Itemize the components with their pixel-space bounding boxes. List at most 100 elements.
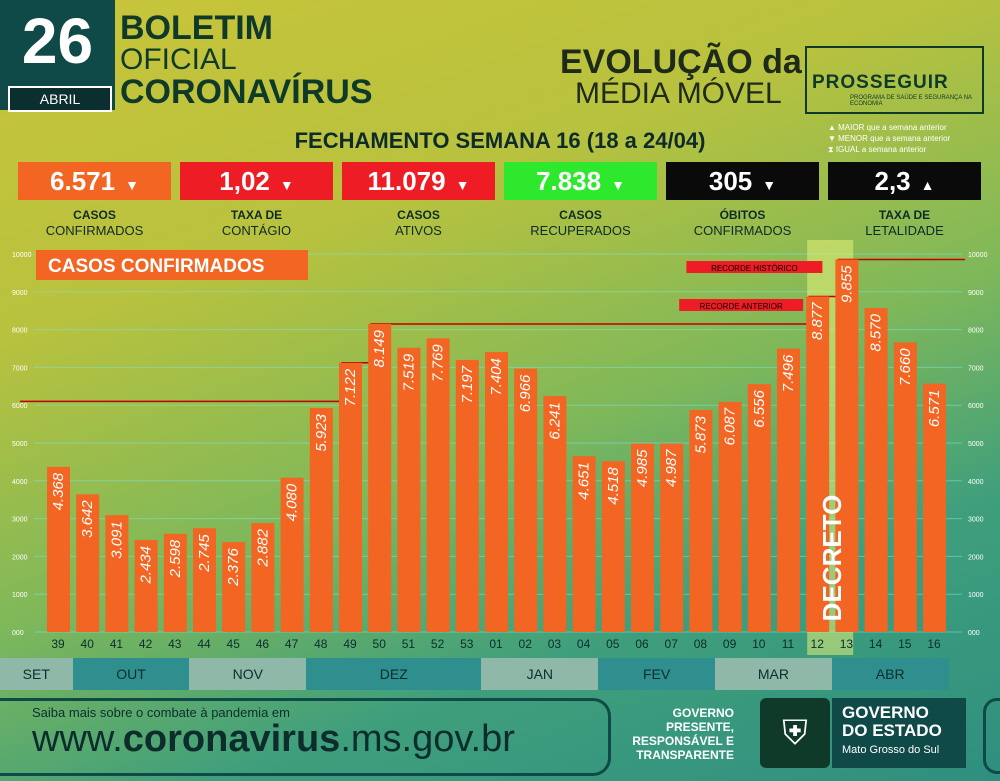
- bar: [455, 359, 479, 632]
- bar-chart: 000 000 1000 1000 2000 2000 3000 3000 4000 4000 50…: [12, 240, 988, 655]
- y-tick-label: 2000: [12, 554, 28, 561]
- y-tick-label: 3000: [12, 517, 28, 524]
- bar: [747, 384, 771, 632]
- bar: [572, 456, 596, 632]
- footer-right-edge: [983, 698, 1000, 774]
- kpi-label: CASOS CONFIRMADOS: [45, 208, 144, 238]
- bar: [923, 383, 946, 632]
- bar-value-label: 8.570: [868, 313, 885, 351]
- kpi-box: 1,02 ▼: [180, 162, 333, 200]
- bar-value-label: 7.197: [459, 365, 476, 403]
- record-historic-badge: [686, 261, 823, 273]
- y-tick-label-right: 10000: [968, 252, 988, 259]
- kpi-arrow-icon: ▲: [920, 177, 935, 193]
- bar: [835, 259, 859, 632]
- bar: [163, 533, 187, 632]
- y-tick-label-right: 6000: [968, 403, 984, 410]
- kpi-label: TAXA DE LETALIDADE: [865, 208, 944, 238]
- y-tick-label: 4000: [12, 479, 28, 486]
- program-subtitle: PROGRAMA DE SAÚDE E SEGURANÇA NA ECONOMI…: [850, 95, 972, 107]
- x-tick-label: 09: [723, 637, 737, 651]
- bar-value-label: 5.923: [313, 413, 330, 451]
- month-label: OUT: [72, 658, 190, 690]
- month-label: MAR: [715, 658, 832, 690]
- kpi-arrow-icon: ▼: [279, 177, 294, 193]
- month-label: ABR: [831, 658, 949, 690]
- bar-value-label: 4.368: [50, 472, 67, 510]
- state-logo: [832, 698, 966, 768]
- bar-value-label: 2.598: [167, 539, 184, 578]
- bar-value-label: 3.091: [108, 521, 125, 559]
- bar-value-label: 2.745: [196, 534, 213, 573]
- bulletin-title: BOLETIM: [120, 9, 273, 47]
- x-tick-label: 51: [402, 637, 416, 651]
- y-tick-label: 7000: [12, 365, 28, 372]
- evolution-title: EVOLUÇÃO da: [560, 43, 802, 81]
- x-tick-label: 45: [227, 637, 241, 651]
- x-tick-label: 42: [139, 637, 153, 651]
- x-tick-label: 39: [51, 637, 65, 651]
- kpi-value: 6.571: [50, 166, 116, 196]
- x-tick-label: 53: [460, 637, 474, 651]
- month-label: DEZ: [306, 658, 482, 690]
- bar: [280, 477, 304, 632]
- bar-value-label: 7.496: [780, 354, 797, 392]
- program-logo: [805, 46, 984, 114]
- bar-value-label: 6.556: [751, 390, 768, 428]
- footer-url[interactable]: www.coronavirus.ms.gov.br: [32, 718, 515, 760]
- chart-title-badge: [36, 250, 308, 280]
- y-tick-label-right: 8000: [968, 328, 984, 335]
- kpi-box: 6.571 ▼: [18, 162, 171, 200]
- bar: [47, 466, 70, 632]
- x-tick-label: 03: [548, 637, 562, 651]
- bar: [76, 494, 100, 632]
- x-tick-label: 49: [343, 637, 357, 651]
- x-tick-label: 01: [489, 637, 503, 651]
- x-tick-label: 47: [285, 637, 299, 651]
- y-tick-label-right: 9000: [968, 290, 984, 297]
- bar: [426, 338, 450, 632]
- state-name: GOVERNO DO ESTADO: [842, 703, 942, 740]
- x-tick-label: 13: [840, 637, 854, 651]
- kpi-value: 11.079: [367, 166, 446, 196]
- bar: [514, 368, 538, 632]
- bar-value-label: 7.122: [342, 368, 359, 406]
- bar: [397, 347, 421, 632]
- y-tick-label-right: 4000: [968, 479, 984, 486]
- bar: [893, 342, 917, 632]
- month-label: FEV: [598, 658, 715, 690]
- x-tick-label: 10: [752, 637, 766, 651]
- x-tick-label: 41: [110, 637, 124, 651]
- decree-label: DECRETO: [817, 495, 847, 622]
- bar: [601, 461, 625, 632]
- month-label: NOV: [189, 658, 307, 690]
- x-tick-label: 40: [81, 637, 95, 651]
- bar-value-label: 4.518: [605, 467, 622, 505]
- state-region: Mato Grosso do Sul: [842, 744, 940, 756]
- kpi-label: TAXA DE CONTÁGIO: [221, 208, 292, 238]
- kpi-arrow-icon: ▼: [611, 177, 625, 193]
- evolution-subtitle: MÉDIA MÓVEL: [575, 77, 782, 110]
- program-name: PROSSEGUIR: [812, 72, 949, 93]
- kpi-arrow-icon: ▼: [455, 177, 470, 193]
- kpi-label: ÓBITOS CONFIRMADOS: [693, 208, 792, 238]
- bulletin-subtitle: OFICIAL: [120, 43, 237, 76]
- bar-value-label: 7.660: [897, 348, 914, 386]
- bar: [309, 408, 333, 632]
- bar: [543, 396, 567, 632]
- bar-value-label: 9.855: [838, 265, 855, 303]
- bar: [339, 362, 362, 632]
- bar-value-label: 3.642: [79, 500, 96, 538]
- bar-value-label: 7.519: [400, 353, 417, 391]
- x-tick-label: 50: [373, 637, 387, 651]
- bar: [105, 515, 129, 632]
- legend-down: ▼ MENOR que a semana anterior: [828, 134, 951, 143]
- y-tick-label: 5000: [12, 441, 28, 448]
- bar-value-label: 6.241: [546, 402, 563, 440]
- y-tick-label: 9000: [12, 290, 28, 297]
- kpi-value: 2,3: [874, 166, 911, 196]
- month-label: JAN: [481, 658, 599, 690]
- kpi-value: 7.838: [536, 166, 602, 196]
- y-tick-label-right: 2000: [968, 554, 984, 561]
- kpi-value: 1,02: [219, 166, 270, 196]
